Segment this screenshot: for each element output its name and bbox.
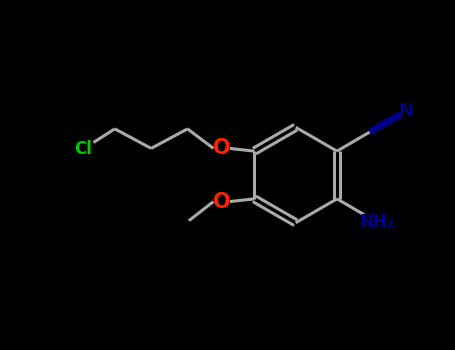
Text: Cl: Cl xyxy=(74,140,92,158)
Text: N: N xyxy=(399,102,414,120)
Text: O: O xyxy=(213,138,230,159)
Text: O: O xyxy=(213,191,230,212)
Text: NH₂: NH₂ xyxy=(359,212,394,231)
